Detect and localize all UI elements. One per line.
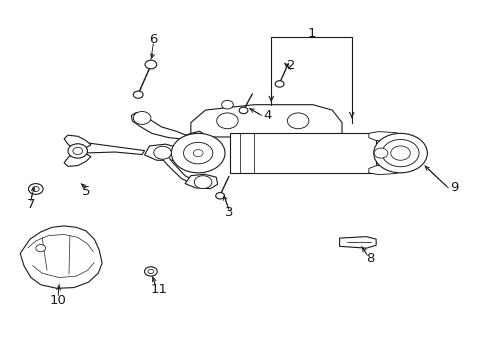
Text: 1: 1 bbox=[307, 27, 315, 40]
Text: 4: 4 bbox=[263, 109, 271, 122]
Circle shape bbox=[154, 146, 171, 159]
Polygon shape bbox=[64, 153, 91, 166]
Circle shape bbox=[194, 176, 211, 189]
Circle shape bbox=[287, 113, 308, 129]
Text: 9: 9 bbox=[449, 181, 457, 194]
Polygon shape bbox=[184, 174, 217, 189]
Text: 7: 7 bbox=[27, 198, 35, 211]
Text: 6: 6 bbox=[149, 33, 157, 46]
Circle shape bbox=[133, 91, 143, 98]
Circle shape bbox=[171, 134, 224, 173]
Circle shape bbox=[381, 139, 418, 167]
Polygon shape bbox=[368, 165, 400, 175]
Circle shape bbox=[275, 81, 284, 87]
Circle shape bbox=[183, 142, 212, 164]
Text: 2: 2 bbox=[286, 59, 294, 72]
Circle shape bbox=[68, 144, 87, 158]
Polygon shape bbox=[190, 105, 341, 137]
Circle shape bbox=[215, 193, 224, 199]
Text: 10: 10 bbox=[50, 294, 66, 307]
Polygon shape bbox=[64, 135, 91, 148]
Circle shape bbox=[144, 267, 157, 276]
Polygon shape bbox=[144, 144, 181, 160]
Polygon shape bbox=[368, 132, 400, 141]
Circle shape bbox=[193, 149, 203, 157]
Text: 11: 11 bbox=[150, 283, 167, 296]
Circle shape bbox=[373, 148, 387, 158]
Circle shape bbox=[145, 60, 157, 69]
Circle shape bbox=[216, 113, 238, 129]
Text: 3: 3 bbox=[224, 207, 233, 220]
Circle shape bbox=[36, 244, 45, 252]
Polygon shape bbox=[162, 156, 194, 184]
Circle shape bbox=[148, 269, 154, 274]
Polygon shape bbox=[20, 226, 102, 288]
Polygon shape bbox=[76, 143, 144, 154]
Text: 8: 8 bbox=[366, 252, 374, 265]
Circle shape bbox=[73, 147, 82, 154]
Bar bbox=[229, 134, 375, 173]
Circle shape bbox=[239, 107, 247, 114]
Polygon shape bbox=[183, 131, 203, 139]
Polygon shape bbox=[131, 113, 185, 139]
Circle shape bbox=[28, 184, 43, 194]
Polygon shape bbox=[339, 237, 375, 248]
Circle shape bbox=[390, 146, 409, 160]
Circle shape bbox=[133, 112, 151, 125]
Circle shape bbox=[221, 100, 233, 109]
Circle shape bbox=[373, 134, 427, 173]
Circle shape bbox=[32, 186, 39, 192]
Text: 5: 5 bbox=[81, 185, 90, 198]
